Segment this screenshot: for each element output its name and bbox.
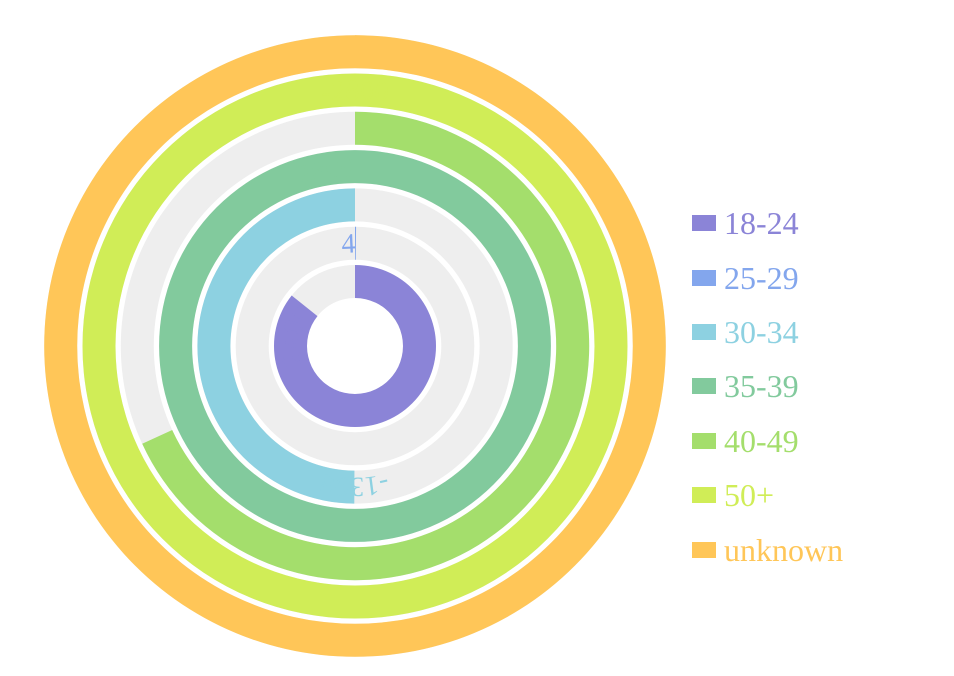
legend-swatch [692,432,716,449]
legend-swatch [692,487,716,504]
legend-label: unknown [724,531,844,568]
legend-item-unknown[interactable]: unknown [692,522,843,576]
legend-swatch [692,215,716,232]
bar-30-34[interactable] [197,188,355,504]
legend-item-25-29[interactable]: 25-29 [692,250,843,304]
legend-item-50-plus[interactable]: 50+ [692,468,843,522]
legend-label: 40-49 [724,422,799,459]
legend-swatch [692,541,716,558]
legend-label: 50+ [724,477,775,514]
legend: 18-24 25-29 30-34 35-39 40-49 50+ unknow… [692,196,843,577]
bars [44,35,666,657]
legend-label: 25-29 [724,259,799,296]
bar-18-24[interactable] [274,265,436,427]
legend-swatch [692,269,716,286]
legend-item-35-39[interactable]: 35-39 [692,359,843,413]
bar-label-25-29: 4 [341,228,356,260]
legend-label: 30-34 [724,313,799,350]
legend-label: 18-24 [724,205,799,242]
legend-item-30-34[interactable]: 30-34 [692,305,843,359]
legend-item-40-49[interactable]: 40-49 [692,414,843,468]
legend-item-18-24[interactable]: 18-24 [692,196,843,250]
bar-50-plus[interactable] [82,73,628,619]
legend-swatch [692,378,716,395]
legend-label: 35-39 [724,368,799,405]
bar-25-29[interactable] [355,226,357,260]
legend-swatch [692,323,716,340]
